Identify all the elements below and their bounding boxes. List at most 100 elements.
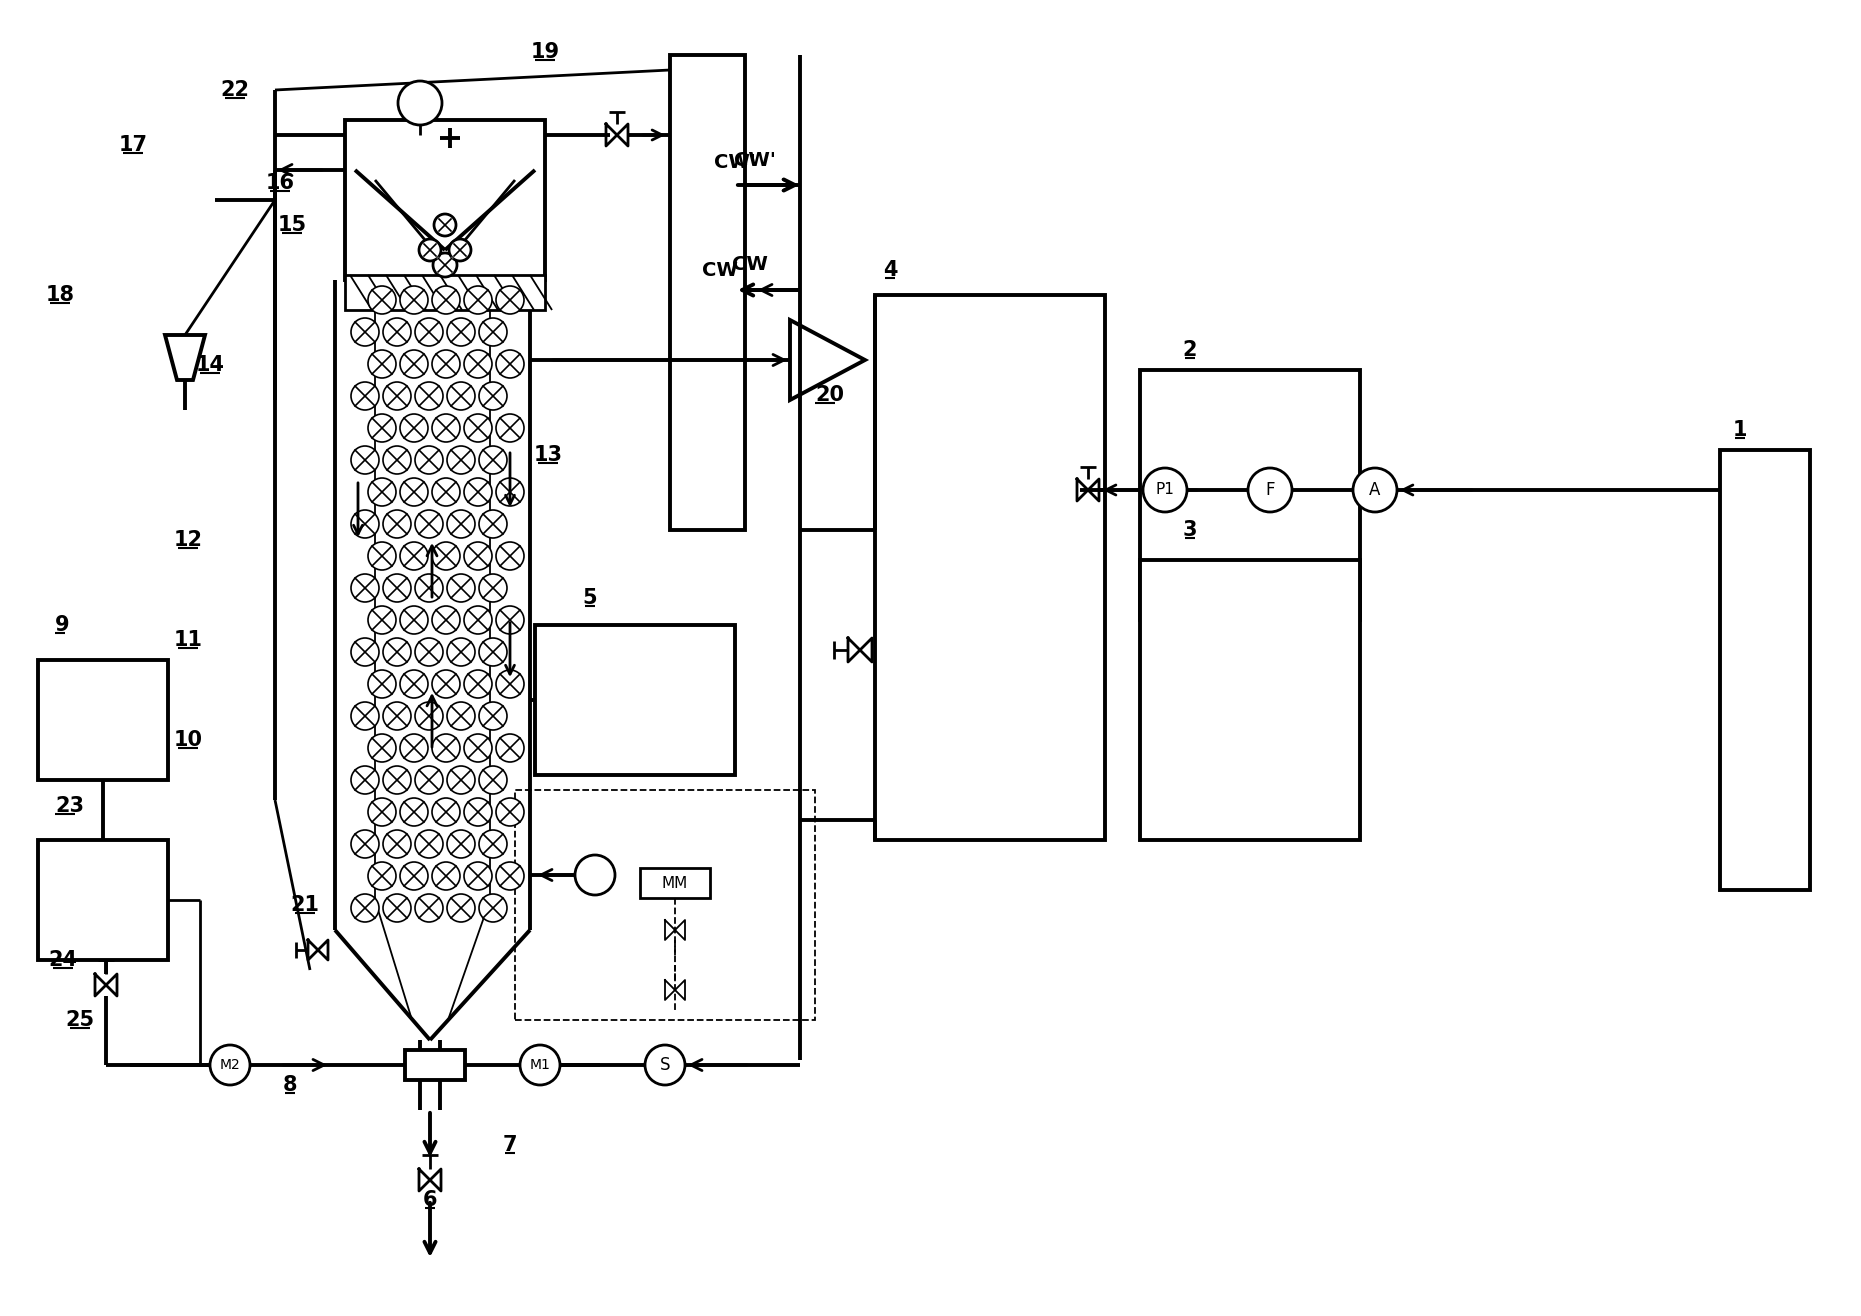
Circle shape — [352, 574, 380, 601]
Circle shape — [368, 478, 396, 505]
Text: 17: 17 — [119, 136, 147, 155]
Bar — [875, 295, 1105, 840]
Circle shape — [447, 766, 475, 794]
Circle shape — [400, 605, 428, 634]
Text: 22: 22 — [220, 80, 249, 100]
Circle shape — [400, 478, 428, 505]
Circle shape — [400, 797, 428, 826]
Text: 14: 14 — [195, 355, 225, 375]
Circle shape — [478, 511, 506, 538]
Circle shape — [415, 894, 443, 923]
Text: CW: CW — [731, 255, 769, 275]
Circle shape — [368, 734, 396, 762]
Circle shape — [415, 382, 443, 411]
Circle shape — [432, 797, 460, 826]
Circle shape — [352, 446, 380, 474]
Text: 5: 5 — [582, 588, 597, 608]
Bar — [515, 790, 815, 1020]
Circle shape — [432, 542, 460, 570]
Circle shape — [398, 82, 443, 125]
Circle shape — [415, 766, 443, 794]
Text: 8: 8 — [283, 1075, 298, 1095]
Circle shape — [415, 701, 443, 730]
Circle shape — [432, 605, 460, 634]
Circle shape — [400, 350, 428, 378]
Text: 23: 23 — [56, 796, 84, 816]
Text: 4: 4 — [882, 261, 897, 280]
Text: 13: 13 — [534, 445, 562, 465]
Circle shape — [478, 701, 506, 730]
Text: 2: 2 — [1184, 340, 1197, 361]
Text: M1: M1 — [530, 1058, 551, 1073]
Bar — [37, 661, 167, 780]
Circle shape — [400, 542, 428, 570]
Circle shape — [478, 830, 506, 858]
Circle shape — [478, 446, 506, 474]
Text: 20: 20 — [815, 386, 845, 405]
Circle shape — [497, 734, 525, 762]
Circle shape — [447, 318, 475, 346]
Circle shape — [447, 894, 475, 923]
Circle shape — [434, 215, 456, 236]
Circle shape — [368, 670, 396, 697]
Circle shape — [497, 478, 525, 505]
Text: CW': CW' — [733, 150, 776, 170]
Circle shape — [463, 605, 491, 634]
Circle shape — [463, 478, 491, 505]
Circle shape — [352, 830, 380, 858]
Circle shape — [497, 862, 525, 890]
Circle shape — [497, 797, 525, 826]
Circle shape — [415, 318, 443, 346]
Circle shape — [383, 446, 411, 474]
Circle shape — [497, 415, 525, 442]
Circle shape — [575, 855, 614, 895]
Text: 19: 19 — [530, 42, 560, 62]
Text: 9: 9 — [56, 615, 69, 636]
Text: 25: 25 — [65, 1009, 95, 1030]
Circle shape — [478, 894, 506, 923]
Circle shape — [497, 605, 525, 634]
Circle shape — [447, 574, 475, 601]
Circle shape — [352, 382, 380, 411]
Circle shape — [415, 446, 443, 474]
Circle shape — [400, 286, 428, 315]
Circle shape — [383, 766, 411, 794]
Circle shape — [646, 1045, 685, 1084]
Bar — [406, 1050, 465, 1080]
Circle shape — [368, 286, 396, 315]
Text: CW': CW' — [715, 154, 756, 172]
Circle shape — [463, 286, 491, 315]
Text: 18: 18 — [45, 286, 74, 305]
Circle shape — [447, 446, 475, 474]
Circle shape — [432, 862, 460, 890]
Bar — [1720, 450, 1811, 890]
Text: P2: P2 — [411, 96, 430, 111]
Text: 15: 15 — [277, 215, 307, 236]
Circle shape — [383, 511, 411, 538]
Circle shape — [415, 638, 443, 666]
Circle shape — [432, 350, 460, 378]
Circle shape — [497, 542, 525, 570]
Text: CW: CW — [702, 261, 739, 279]
Circle shape — [383, 894, 411, 923]
Circle shape — [383, 830, 411, 858]
Text: 10: 10 — [173, 730, 203, 750]
Text: 6: 6 — [422, 1190, 437, 1209]
Circle shape — [383, 318, 411, 346]
Circle shape — [400, 415, 428, 442]
Text: 11: 11 — [173, 630, 203, 650]
Bar — [1141, 370, 1360, 620]
Text: 3: 3 — [1184, 520, 1197, 540]
Circle shape — [432, 670, 460, 697]
Circle shape — [478, 318, 506, 346]
Circle shape — [449, 240, 471, 261]
Circle shape — [519, 1045, 560, 1084]
Text: S: S — [661, 1055, 670, 1074]
Text: 12: 12 — [173, 530, 203, 550]
Circle shape — [400, 670, 428, 697]
Circle shape — [210, 1045, 249, 1084]
Circle shape — [432, 478, 460, 505]
Circle shape — [463, 415, 491, 442]
Circle shape — [368, 605, 396, 634]
Circle shape — [447, 701, 475, 730]
